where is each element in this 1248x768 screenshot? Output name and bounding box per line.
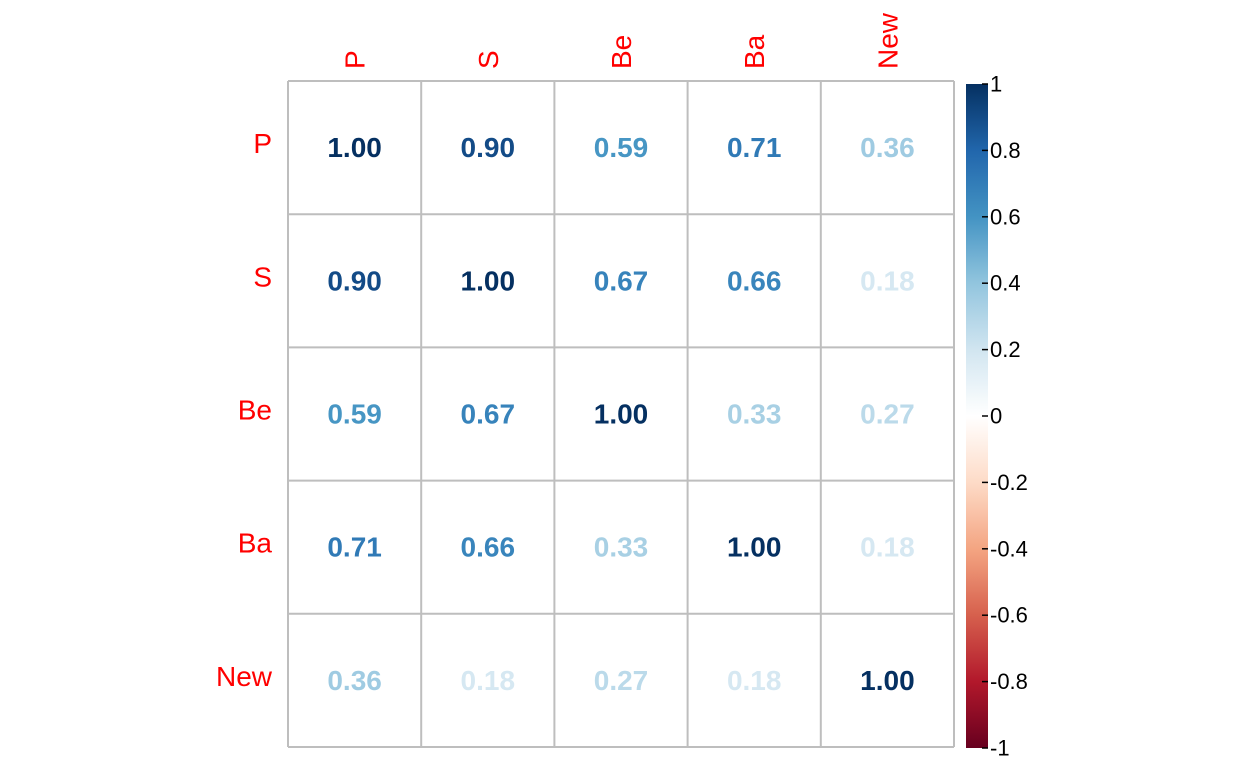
colorbar-tick-label: 0.2: [990, 337, 1021, 362]
colorbar-tick-label: 0.8: [990, 138, 1021, 163]
colorbar-gradient: [966, 84, 988, 748]
cell-value: 0.33: [594, 532, 649, 563]
cell-value: 0.59: [594, 132, 649, 163]
column-label: Ba: [739, 34, 770, 69]
colorbar-tick-label: 0.6: [990, 204, 1021, 229]
cell-value: 0.27: [594, 665, 649, 696]
cell-value: 1.00: [327, 132, 382, 163]
colorbar-tick-label: 1: [990, 72, 1002, 97]
row-label: Ba: [238, 528, 273, 559]
cell-value: 0.59: [327, 399, 382, 430]
row-label: P: [253, 128, 272, 159]
cell-value: 0.71: [727, 132, 782, 163]
cell-value: 0.71: [327, 532, 382, 563]
colorbar-tick-label: -0.4: [990, 536, 1028, 561]
cell-value: 0.66: [461, 532, 516, 563]
column-label: P: [340, 50, 371, 69]
colorbar: 1 0.8 0.6 0.4 0.2 0 -0.2 -0.4 -0.6 -0.8 -1: [966, 72, 1028, 761]
matrix-background: [288, 81, 954, 747]
cell-value: 0.18: [461, 665, 516, 696]
cell-value: 1.00: [860, 665, 915, 696]
column-label: New: [872, 12, 903, 69]
matrix-grid: [287, 80, 955, 748]
colorbar-tick-label: 0: [990, 404, 1002, 429]
cell-value: 0.36: [327, 665, 382, 696]
column-label: S: [473, 50, 504, 69]
cell-value: 0.36: [860, 132, 915, 163]
cell-value: 0.67: [594, 265, 649, 296]
cell-value: 0.90: [327, 265, 382, 296]
cell-value: 0.27: [860, 399, 915, 430]
colorbar-tick-label: 0.4: [990, 271, 1021, 296]
colorbar-tick-label: -0.6: [990, 603, 1028, 628]
colorbar-tick-label: -1: [990, 736, 1010, 761]
cell-value: 0.18: [860, 532, 915, 563]
row-label: S: [253, 261, 272, 292]
cell-value: 0.90: [461, 132, 516, 163]
cell-value: 0.18: [860, 265, 915, 296]
row-label: New: [216, 661, 273, 692]
cell-value: 1.00: [461, 265, 516, 296]
cell-value: 0.18: [727, 665, 782, 696]
column-labels: P S Be Ba New: [340, 12, 904, 69]
colorbar-tick-label: -0.2: [990, 470, 1028, 495]
cell-value: 0.66: [727, 265, 782, 296]
column-label: Be: [606, 35, 637, 69]
cell-value: 1.00: [594, 399, 649, 430]
matrix-cells: 1.00 0.90 0.59 0.71 0.36 0.90 1.00 0.67 0.66 0.18…: [327, 132, 914, 696]
row-labels: P S Be Ba New: [216, 128, 273, 692]
row-label: Be: [238, 395, 272, 426]
cell-value: 0.67: [461, 399, 516, 430]
colorbar-tick-label: -0.8: [990, 669, 1028, 694]
cell-value: 0.33: [727, 399, 782, 430]
cell-value: 1.00: [727, 532, 782, 563]
